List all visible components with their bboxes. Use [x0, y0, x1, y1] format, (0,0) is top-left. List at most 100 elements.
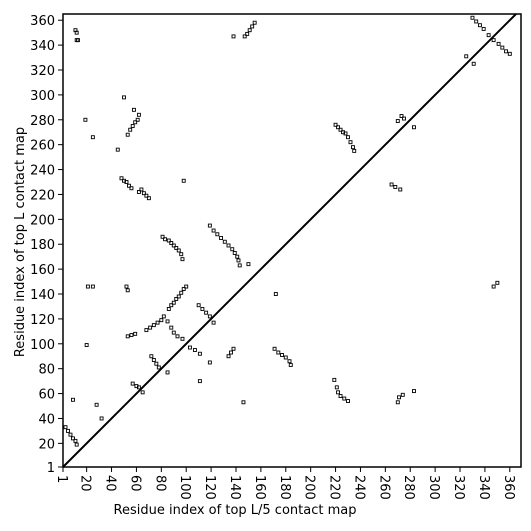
- contact-point: [252, 20, 257, 25]
- contact-point: [338, 394, 343, 399]
- contact-point: [236, 258, 241, 263]
- x-tick-label: 200: [302, 475, 317, 500]
- contact-point: [507, 51, 512, 56]
- contact-point: [184, 284, 189, 289]
- contact-point: [200, 306, 205, 311]
- contact-point: [222, 239, 227, 244]
- contact-point: [504, 49, 509, 54]
- contact-point: [181, 178, 186, 183]
- contact-point: [155, 320, 160, 325]
- contact-point: [230, 247, 235, 252]
- contact-point: [400, 392, 405, 397]
- contact-point: [338, 127, 343, 132]
- y-tick-label: 280: [30, 114, 55, 129]
- x-tick-label: 120: [202, 475, 217, 500]
- contact-point: [179, 252, 184, 257]
- contact-point: [211, 228, 216, 233]
- contact-point: [402, 116, 406, 121]
- contact-point: [133, 120, 138, 125]
- contact-point: [63, 425, 68, 430]
- contact-point: [119, 176, 124, 181]
- contact-point: [207, 360, 212, 365]
- contact-point: [73, 438, 78, 443]
- y-tick-label: 300: [30, 89, 55, 104]
- contact-point: [280, 353, 284, 357]
- contact-point: [68, 432, 73, 437]
- contact-point: [481, 26, 486, 31]
- contact-point: [151, 323, 156, 328]
- contact-point: [90, 135, 95, 140]
- contact-point: [245, 31, 250, 36]
- contact-point: [85, 284, 90, 289]
- contact-point: [128, 127, 133, 132]
- y-tick-label: 200: [30, 213, 55, 228]
- contact-point: [241, 400, 246, 405]
- contact-point: [171, 330, 176, 335]
- contact-point: [179, 290, 184, 295]
- x-tick-label: 40: [103, 475, 118, 492]
- contact-point: [163, 237, 168, 242]
- contact-point: [139, 187, 144, 192]
- x-tick-label: 140: [227, 475, 242, 500]
- contact-point: [124, 284, 129, 289]
- contact-point: [393, 185, 398, 189]
- contact-point: [192, 348, 197, 352]
- x-axis-label: Residue index of top L/5 contact map: [114, 503, 357, 518]
- x-tick-label: 180: [277, 475, 292, 500]
- contact-point: [273, 292, 278, 296]
- contact-point: [283, 355, 288, 360]
- contact-point: [124, 180, 129, 184]
- contact-point: [332, 377, 337, 382]
- contact-point: [136, 112, 141, 117]
- contact-point: [334, 385, 339, 390]
- contact-point: [231, 34, 236, 39]
- y-tick-label: 240: [30, 164, 55, 179]
- contact-point: [486, 33, 491, 38]
- contact-point: [232, 250, 237, 255]
- y-tick-label: 120: [30, 313, 55, 328]
- contact-point: [226, 243, 231, 248]
- y-tick-label: 180: [30, 238, 55, 253]
- y-tick-label: 20: [38, 437, 55, 452]
- x-tick-label: 240: [351, 475, 366, 500]
- contact-point: [204, 310, 209, 315]
- y-tick-label: 320: [30, 64, 55, 79]
- contact-point: [165, 370, 170, 375]
- contact-point: [242, 34, 247, 39]
- contact-point: [151, 358, 156, 362]
- contact-point: [129, 333, 134, 338]
- contact-point: [169, 303, 174, 308]
- contact-point: [169, 325, 174, 330]
- contact-point: [144, 193, 149, 198]
- y-tick-label: 220: [30, 188, 55, 203]
- contact-point: [71, 436, 75, 441]
- contact-point: [196, 303, 201, 308]
- contact-point: [395, 119, 400, 123]
- contact-point: [171, 300, 176, 305]
- contact-point: [211, 320, 216, 325]
- contact-point: [491, 38, 496, 43]
- contact-point: [115, 147, 120, 152]
- y-tick-label: 340: [30, 39, 55, 54]
- contact-point: [75, 38, 80, 43]
- contact-point: [474, 19, 479, 24]
- contact-point: [146, 196, 151, 201]
- contact-point: [160, 234, 165, 239]
- contact-point: [237, 263, 242, 268]
- contact-point: [136, 190, 141, 194]
- contact-point: [197, 379, 202, 384]
- contact-point: [74, 442, 79, 447]
- contact-point: [171, 243, 176, 248]
- contact-point: [140, 390, 145, 395]
- y-tick-label: 140: [30, 288, 55, 303]
- contact-point: [154, 361, 159, 366]
- contact-point: [83, 117, 88, 122]
- contact-point: [235, 254, 240, 259]
- contact-point: [246, 262, 251, 267]
- x-tick-label: 280: [401, 475, 416, 500]
- contact-point: [166, 306, 171, 311]
- contact-point: [276, 350, 281, 355]
- contact-point: [207, 223, 212, 228]
- diagonal: [62, 13, 517, 468]
